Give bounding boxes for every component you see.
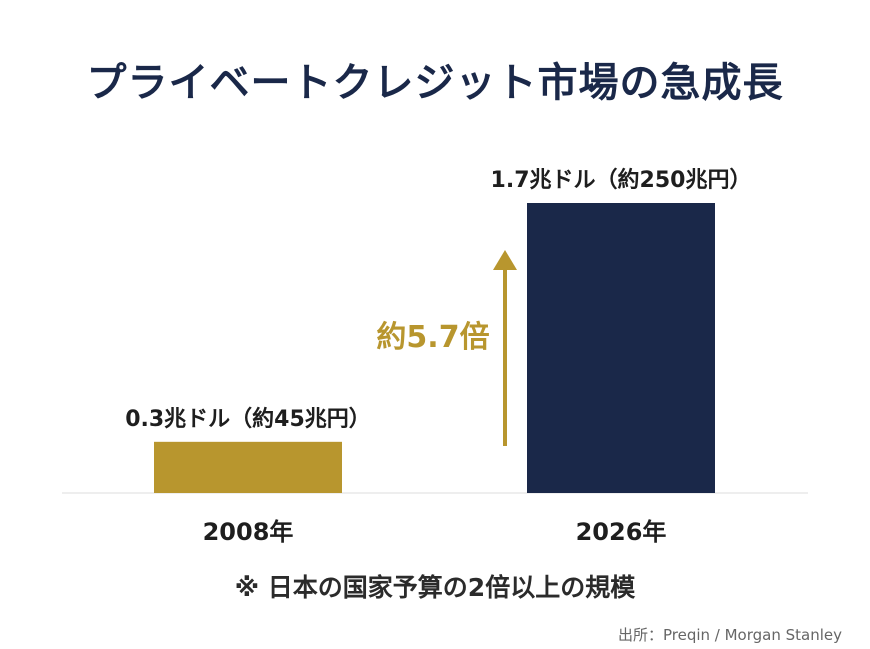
category-label-2: 2026年 xyxy=(576,518,667,546)
growth-annotation: 約5.7倍 xyxy=(376,320,489,355)
category-label-1: 2008年 xyxy=(203,518,294,546)
growth-arrow-head xyxy=(493,250,517,270)
footnote: ※ 日本の国家予算の2倍以上の規模 xyxy=(234,573,636,602)
chart-title: プライベートクレジット市場の急成長 xyxy=(86,60,784,106)
value-label-1: 0.3兆ドル（約45兆円） xyxy=(125,406,371,432)
source-credit: 出所：Preqin / Morgan Stanley xyxy=(617,626,842,644)
bar-1 xyxy=(154,441,342,493)
bar-2 xyxy=(527,203,715,493)
value-label-2: 1.7兆ドル（約250兆円） xyxy=(491,167,752,193)
